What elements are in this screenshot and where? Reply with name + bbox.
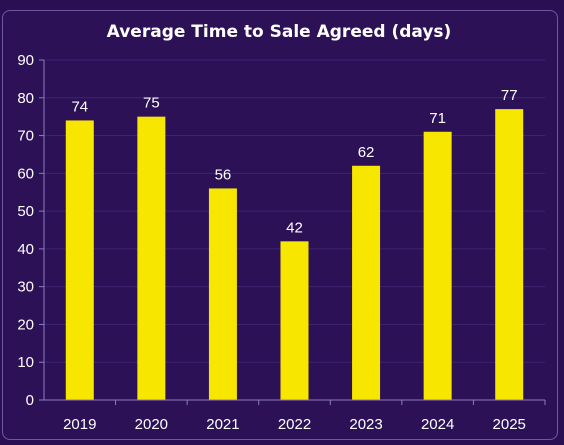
data-label-2025: 77 (501, 87, 518, 104)
x-tick-label-2019: 2019 (63, 416, 96, 433)
y-tick-label: 80 (17, 90, 34, 107)
y-tick-label: 30 (17, 279, 34, 296)
x-tick-label-2021: 2021 (206, 416, 239, 433)
data-label-2024: 71 (429, 110, 446, 127)
gridlines (44, 59, 545, 363)
y-tick-label: 60 (17, 165, 34, 182)
y-tick-label: 10 (17, 354, 34, 371)
axes (39, 59, 546, 405)
y-tick-label: 40 (17, 241, 34, 258)
chart-card (2, 10, 558, 440)
x-tick-label-2023: 2023 (349, 416, 382, 433)
bars (65, 109, 524, 401)
x-tick-label-2025: 2025 (493, 416, 526, 433)
bar-2021 (208, 188, 237, 400)
x-tick-label-2022: 2022 (278, 416, 311, 433)
labels: 0 10 20 30 40 50 60 70 80 90 74 2019 75 2020 56 2021 42 2… (17, 52, 526, 433)
y-tick-label: 0 (26, 392, 34, 409)
data-label-2021: 56 (215, 166, 232, 183)
bar-2024 (423, 131, 452, 400)
bar-2020 (137, 116, 166, 401)
data-label-2019: 74 (71, 98, 88, 115)
y-tick-label: 20 (17, 316, 34, 333)
data-label-2023: 62 (358, 144, 375, 161)
bar-2023 (352, 165, 381, 400)
bar-2022 (280, 241, 309, 400)
bar-2019 (65, 120, 94, 400)
data-label-2020: 75 (143, 95, 160, 112)
data-label-2022: 42 (286, 219, 303, 236)
y-tick-label: 50 (17, 203, 34, 220)
x-tick-label-2020: 2020 (135, 416, 168, 433)
bar-2025 (495, 109, 524, 400)
y-tick-label: 90 (17, 52, 34, 69)
x-tick-label-2024: 2024 (421, 416, 454, 433)
chart-title: Average Time to Sale Agreed (days) (107, 22, 452, 42)
y-tick-label: 70 (17, 128, 34, 145)
